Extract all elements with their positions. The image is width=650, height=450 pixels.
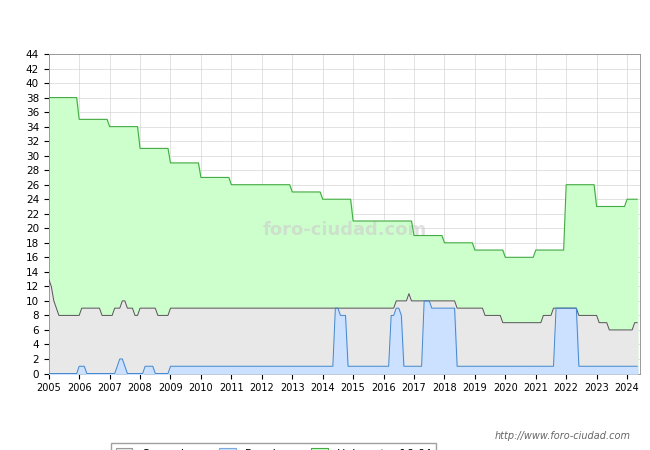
Text: Cabolafuente - Evolucion de la poblacion en edad de Trabajar Mayo de 2024: Cabolafuente - Evolucion de la poblacion… [70,17,580,30]
Text: foro-ciudad.com: foro-ciudad.com [263,220,426,238]
Legend: Ocupados, Parados, Hab. entre 16-64: Ocupados, Parados, Hab. entre 16-64 [111,443,436,450]
Text: http://www.foro-ciudad.com: http://www.foro-ciudad.com [495,431,630,441]
